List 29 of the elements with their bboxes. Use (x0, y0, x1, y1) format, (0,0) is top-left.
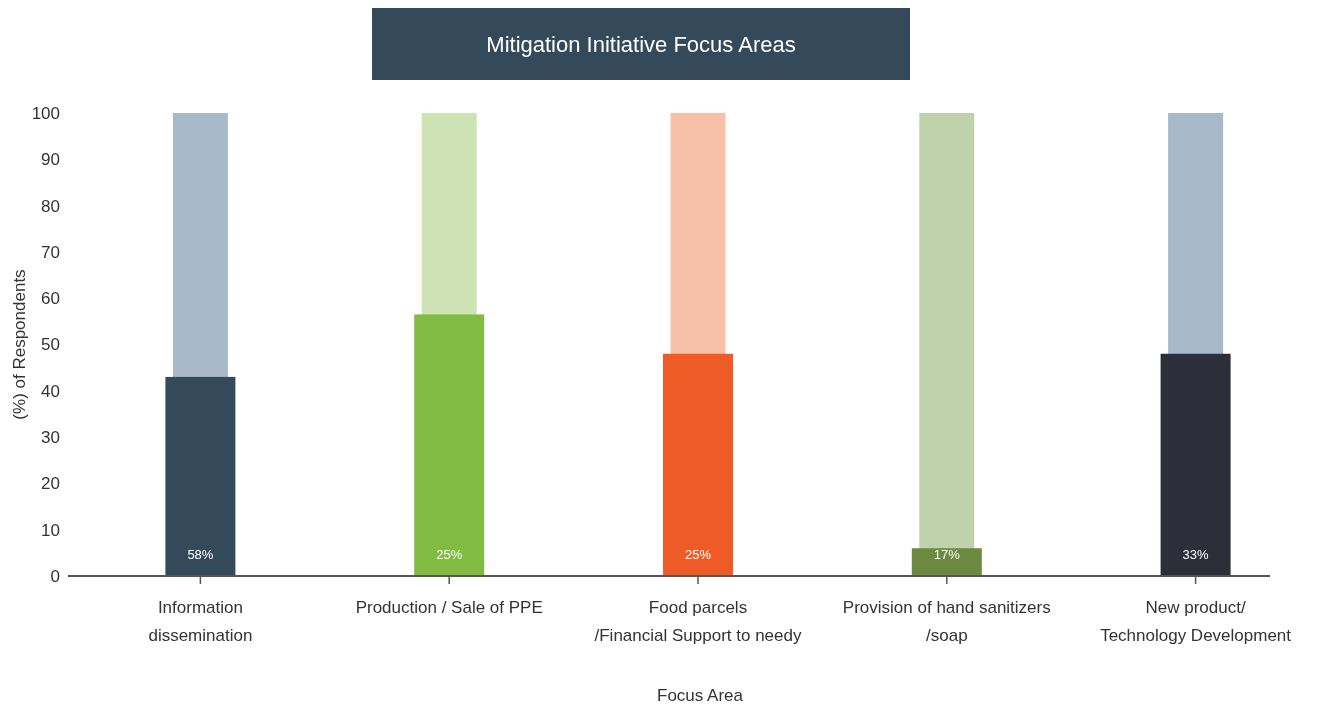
bar (414, 314, 485, 576)
x-tick-label: New product/ Technology Development (1100, 598, 1292, 645)
y-tick-label: 30 (41, 428, 60, 448)
x-tick-label: Provision of hand sanitizers /soap (842, 598, 1051, 645)
bar (1160, 353, 1231, 576)
y-tick-label: 70 (41, 242, 60, 262)
x-tick-label: Food parcels /Financial Support to needy (594, 598, 802, 645)
y-tick-label: 10 (41, 520, 60, 540)
y-tick-label: 20 (41, 474, 60, 494)
y-axis-title: (%) of Respondents (10, 269, 29, 420)
x-axis-title: Focus Area (657, 686, 744, 705)
y-tick-label: 100 (31, 103, 60, 123)
annotation: 58% (187, 546, 214, 562)
x-tick-label: Information dissemination (148, 598, 253, 645)
y-tick-label: 40 (41, 381, 60, 401)
annotation: 17% (933, 546, 961, 562)
y-tick-label: 50 (41, 335, 60, 355)
y-tick-label: 60 (41, 289, 60, 309)
annotation: 25% (436, 546, 463, 562)
bar (911, 548, 982, 576)
x-tick-label: Production / Sale of PPE (355, 598, 543, 617)
annotation: 25% (684, 546, 712, 562)
bar (663, 353, 733, 576)
annotation: 33% (1182, 546, 1210, 562)
y-tick-label: 0 (50, 566, 60, 586)
y-tick-label: 90 (41, 150, 60, 170)
chart-title: Mitigation Initiative Focus Areas (486, 32, 796, 57)
y-tick-label: 80 (41, 196, 60, 216)
bar (165, 376, 236, 576)
